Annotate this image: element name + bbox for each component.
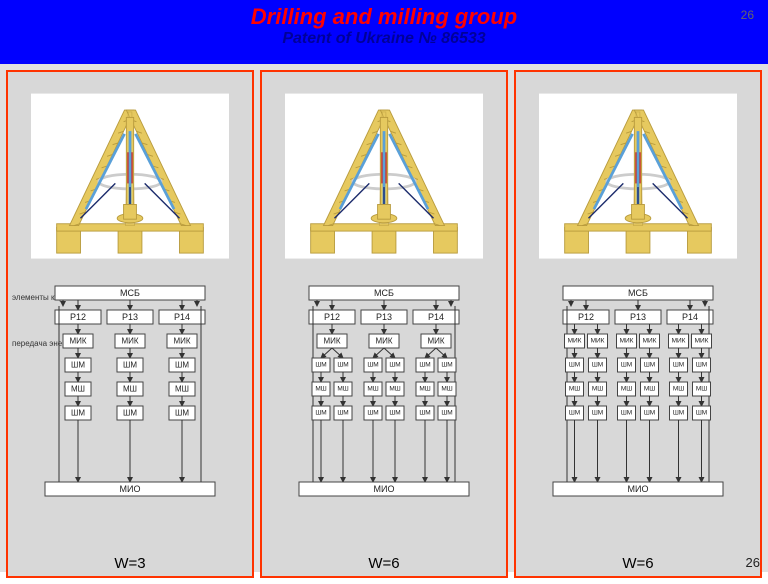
svg-text:ШМ: ШМ bbox=[123, 361, 137, 370]
svg-text:МШ: МШ bbox=[175, 385, 189, 394]
svg-text:ШМ: ШМ bbox=[592, 362, 603, 369]
svg-text:ШМ: ШМ bbox=[696, 362, 707, 369]
svg-text:МШ: МШ bbox=[419, 386, 430, 393]
svg-text:ШМ: ШМ bbox=[644, 362, 655, 369]
pagenum-bottom: 26 bbox=[746, 555, 760, 570]
svg-text:МИО: МИО bbox=[374, 484, 395, 494]
svg-text:МИК: МИК bbox=[375, 337, 392, 346]
model-svg bbox=[274, 77, 494, 277]
model-area bbox=[8, 72, 252, 282]
svg-text:Р13: Р13 bbox=[122, 312, 138, 322]
svg-text:ШМ: ШМ bbox=[175, 409, 189, 418]
w-label: W=6 bbox=[262, 555, 506, 576]
svg-text:ШМ: ШМ bbox=[315, 410, 326, 417]
svg-text:ШМ: ШМ bbox=[673, 410, 684, 417]
svg-text:МИК: МИК bbox=[695, 338, 709, 345]
svg-text:Р14: Р14 bbox=[428, 312, 444, 322]
svg-text:МИК: МИК bbox=[620, 338, 634, 345]
svg-text:МШ: МШ bbox=[123, 385, 137, 394]
svg-text:МИО: МИО bbox=[120, 484, 141, 494]
w-label: W=6 bbox=[516, 555, 760, 576]
svg-text:МШ: МШ bbox=[441, 386, 452, 393]
svg-text:МШ: МШ bbox=[569, 386, 580, 393]
svg-text:ШМ: ШМ bbox=[367, 410, 378, 417]
svg-text:МШ: МШ bbox=[673, 386, 684, 393]
svg-text:Р14: Р14 bbox=[682, 312, 698, 322]
title: Drilling and milling group bbox=[0, 4, 768, 30]
svg-text:МШ: МШ bbox=[621, 386, 632, 393]
svg-text:МИК: МИК bbox=[568, 338, 582, 345]
svg-text:ШМ: ШМ bbox=[621, 410, 632, 417]
svg-text:Р12: Р12 bbox=[70, 312, 86, 322]
svg-text:Р12: Р12 bbox=[578, 312, 594, 322]
panels-row: элементы каркаса передача энергии МСБ Р1… bbox=[0, 64, 768, 584]
svg-text:МСБ: МСБ bbox=[120, 288, 140, 298]
svg-text:ШМ: ШМ bbox=[71, 409, 85, 418]
svg-text:МИК: МИК bbox=[121, 337, 138, 346]
svg-text:Р12: Р12 bbox=[324, 312, 340, 322]
svg-text:МИК: МИК bbox=[672, 338, 686, 345]
model-svg bbox=[20, 77, 240, 277]
svg-text:МШ: МШ bbox=[696, 386, 707, 393]
svg-text:Р13: Р13 bbox=[630, 312, 646, 322]
svg-text:ШМ: ШМ bbox=[441, 362, 452, 369]
pagenum-top: 26 bbox=[741, 8, 754, 22]
svg-text:МСБ: МСБ bbox=[628, 288, 648, 298]
svg-text:МИК: МИК bbox=[69, 337, 86, 346]
svg-text:ШМ: ШМ bbox=[441, 410, 452, 417]
schema-svg: МСБ Р12 Р13 Р14 МИК МИК МИК ШМ ШМ ШМ ШМ … bbox=[262, 282, 506, 507]
svg-text:МШ: МШ bbox=[389, 386, 400, 393]
svg-text:ШМ: ШМ bbox=[419, 362, 430, 369]
svg-text:ШМ: ШМ bbox=[337, 410, 348, 417]
panel: элементы каркаса передача энергии МСБ Р1… bbox=[6, 70, 254, 578]
svg-text:ШМ: ШМ bbox=[123, 409, 137, 418]
svg-text:МИК: МИК bbox=[591, 338, 605, 345]
panel: МСБ Р12 Р13 Р14 МИК МИК МИК МИК МИК МИК … bbox=[514, 70, 762, 578]
header: Drilling and milling group Patent of Ukr… bbox=[0, 0, 768, 68]
schema-area: МСБ Р12 Р13 Р14 МИК МИК МИК ШМ ШМ ШМ МШ … bbox=[8, 282, 252, 555]
svg-text:ШМ: ШМ bbox=[569, 410, 580, 417]
svg-text:ШМ: ШМ bbox=[175, 361, 189, 370]
svg-text:МШ: МШ bbox=[592, 386, 603, 393]
svg-text:ШМ: ШМ bbox=[315, 362, 326, 369]
svg-text:МИК: МИК bbox=[173, 337, 190, 346]
svg-text:МСБ: МСБ bbox=[374, 288, 394, 298]
svg-text:ШМ: ШМ bbox=[621, 362, 632, 369]
schema-svg: МСБ Р12 Р13 Р14 МИК МИК МИК МИК МИК МИК … bbox=[516, 282, 760, 507]
svg-text:МШ: МШ bbox=[71, 385, 85, 394]
svg-text:Р14: Р14 bbox=[174, 312, 190, 322]
svg-text:МИО: МИО bbox=[628, 484, 649, 494]
svg-text:МШ: МШ bbox=[337, 386, 348, 393]
w-label: W=3 bbox=[8, 555, 252, 576]
svg-text:ШМ: ШМ bbox=[644, 410, 655, 417]
schema-area: МСБ Р12 Р13 Р14 МИК МИК МИК ШМ ШМ ШМ ШМ … bbox=[262, 282, 506, 555]
svg-text:ШМ: ШМ bbox=[367, 362, 378, 369]
svg-text:ШМ: ШМ bbox=[419, 410, 430, 417]
svg-text:МИК: МИК bbox=[323, 337, 340, 346]
svg-text:МШ: МШ bbox=[644, 386, 655, 393]
svg-text:ШМ: ШМ bbox=[673, 362, 684, 369]
model-area bbox=[516, 72, 760, 282]
svg-text:ШМ: ШМ bbox=[71, 361, 85, 370]
subtitle: Patent of Ukraine № 86533 bbox=[0, 30, 768, 48]
svg-text:Р13: Р13 bbox=[376, 312, 392, 322]
schema-svg: МСБ Р12 Р13 Р14 МИК МИК МИК ШМ ШМ ШМ МШ … bbox=[8, 282, 252, 507]
panel: МСБ Р12 Р13 Р14 МИК МИК МИК ШМ ШМ ШМ ШМ … bbox=[260, 70, 508, 578]
svg-text:МШ: МШ bbox=[367, 386, 378, 393]
svg-text:МИК: МИК bbox=[643, 338, 657, 345]
svg-text:ШМ: ШМ bbox=[389, 410, 400, 417]
model-area bbox=[262, 72, 506, 282]
body: элементы каркаса передача энергии МСБ Р1… bbox=[0, 64, 768, 572]
svg-text:ШМ: ШМ bbox=[696, 410, 707, 417]
svg-text:ШМ: ШМ bbox=[569, 362, 580, 369]
svg-text:ШМ: ШМ bbox=[389, 362, 400, 369]
model-svg bbox=[528, 77, 748, 277]
svg-text:ШМ: ШМ bbox=[592, 410, 603, 417]
svg-text:МШ: МШ bbox=[315, 386, 326, 393]
schema-area: МСБ Р12 Р13 Р14 МИК МИК МИК МИК МИК МИК … bbox=[516, 282, 760, 555]
svg-text:ШМ: ШМ bbox=[337, 362, 348, 369]
svg-text:МИК: МИК bbox=[427, 337, 444, 346]
